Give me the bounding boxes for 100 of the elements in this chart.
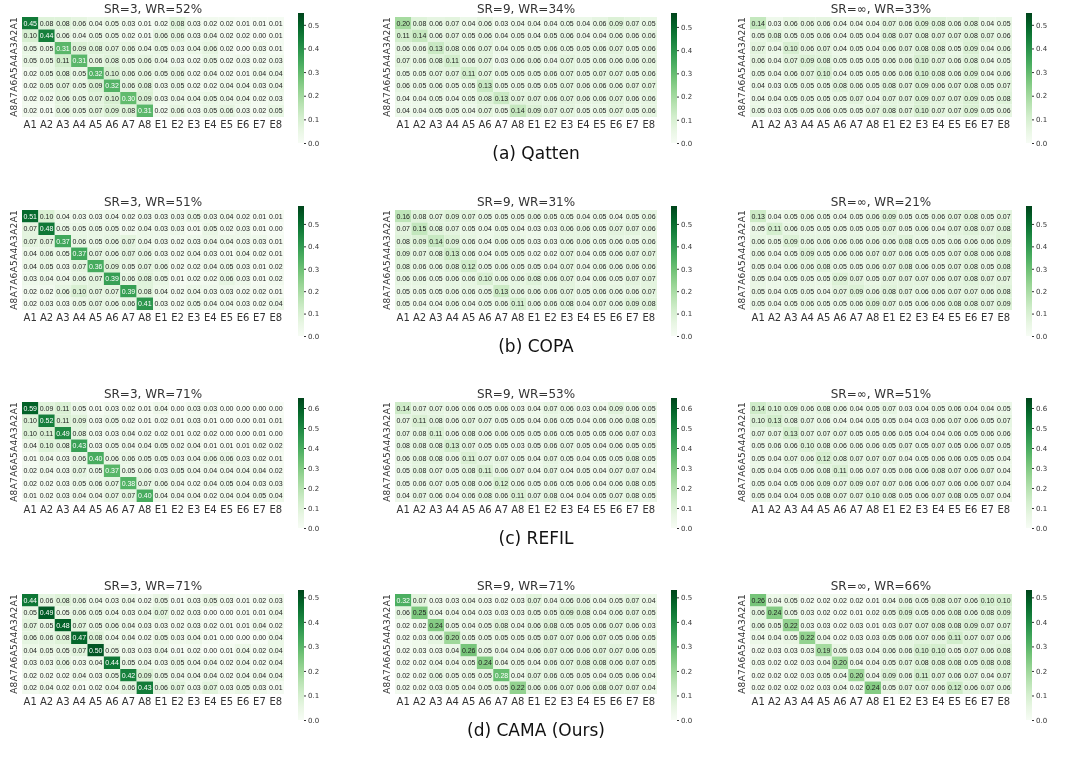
x-tick-label: E8: [642, 119, 656, 131]
x-tick-label: A4: [72, 696, 86, 708]
x-tick-label: A1: [396, 119, 410, 131]
x-tick-label: A1: [751, 504, 765, 516]
x-tick-label: E7: [253, 312, 266, 324]
x-tick-label: E3: [560, 696, 574, 708]
x-tick-label: E2: [171, 504, 184, 516]
x-tick-label: A3: [429, 312, 443, 324]
y-tick-label: A4: [737, 54, 748, 67]
y-tick-label: A7: [382, 285, 393, 298]
x-tick-label: A6: [105, 119, 119, 131]
x-tick-label: A3: [784, 504, 798, 516]
x-tick-label: E8: [997, 312, 1011, 324]
y-tick-label: A1: [9, 594, 20, 607]
x-tick-label: A8: [138, 696, 152, 708]
x-tick-label: E5: [220, 504, 234, 516]
y-tick-label: A4: [9, 247, 20, 260]
y-tick-label: A6: [9, 272, 20, 285]
x-tick-label: E7: [626, 312, 639, 324]
x-tick-label: A1: [396, 696, 410, 708]
x-tick-label: A6: [833, 696, 847, 708]
y-tick-label: A1: [382, 17, 393, 30]
x-tick-label: E5: [220, 696, 234, 708]
y-tick-label: A6: [382, 656, 393, 669]
x-tick-label: A1: [396, 312, 410, 324]
y-tick-label: A3: [382, 235, 393, 248]
x-tick-label: A7: [121, 119, 136, 131]
y-tick-label: A1: [382, 594, 393, 607]
x-tick-label: E5: [593, 119, 607, 131]
x-tick-label: A3: [56, 119, 70, 131]
y-tick-label: A2: [382, 414, 393, 427]
x-tick-label: E3: [915, 119, 929, 131]
x-tick-label: E8: [269, 504, 283, 516]
y-tick-label: A2: [737, 29, 748, 42]
x-tick-label: E8: [269, 119, 283, 131]
x-tick-label: A6: [478, 696, 492, 708]
x-tick-label: E2: [899, 312, 912, 324]
y-tick-label: A8: [382, 489, 393, 502]
x-tick-label: E6: [236, 312, 250, 324]
y-tick-label: A3: [9, 427, 20, 440]
x-tick-label: A1: [23, 312, 37, 324]
x-tick-label: A6: [478, 312, 492, 324]
x-tick-label: E7: [253, 119, 266, 131]
x-tick-label: A7: [494, 119, 509, 131]
x-tick-label: A8: [866, 312, 880, 324]
text: (a) Qatten: [492, 143, 580, 163]
x-tick-label: A3: [429, 119, 443, 131]
x-tick-label: E2: [899, 504, 912, 516]
x-tick-label: E2: [171, 696, 184, 708]
y-tick-label: A5: [9, 452, 20, 465]
y-tick-label: A5: [9, 260, 20, 273]
x-tick-label: A4: [72, 312, 86, 324]
y-tick-label: A6: [737, 272, 748, 285]
x-tick-label: E6: [609, 504, 623, 516]
chart-title: SR=9, WR=31%: [476, 195, 576, 209]
x-tick-label: A7: [121, 312, 136, 324]
x-tick-label: A1: [23, 119, 37, 131]
x-tick-label: E2: [899, 696, 912, 708]
y-tick-label: A7: [9, 285, 20, 298]
x-tick-label: A2: [412, 119, 427, 131]
y-tick-label: A7: [737, 285, 748, 298]
x-tick-label: A8: [511, 312, 525, 324]
x-tick-label: E7: [981, 312, 994, 324]
x-tick-label: A1: [23, 696, 37, 708]
x-tick-label: E6: [964, 696, 978, 708]
x-tick-label: A2: [767, 312, 782, 324]
x-tick-label: A8: [138, 504, 152, 516]
x-tick-label: A4: [800, 504, 814, 516]
x-tick-label: E2: [171, 312, 184, 324]
x-tick-label: E1: [154, 312, 168, 324]
x-tick-label: A4: [800, 696, 814, 708]
x-tick-label: E1: [527, 696, 541, 708]
x-tick-label: A5: [462, 504, 476, 516]
y-tick-label: A2: [9, 414, 20, 427]
x-tick-label: A7: [849, 504, 864, 516]
x-tick-label: A8: [866, 696, 880, 708]
y-tick-label: A3: [382, 427, 393, 440]
y-tick-label: A5: [9, 67, 20, 80]
y-tick-label: A6: [382, 464, 393, 477]
x-tick-label: E4: [576, 119, 590, 131]
x-tick-label: A7: [849, 119, 864, 131]
y-tick-label: A1: [737, 210, 748, 223]
y-tick-label: A1: [9, 402, 20, 415]
y-tick-label: A5: [9, 644, 20, 657]
x-tick-label: A6: [105, 312, 119, 324]
x-tick-label: E5: [593, 312, 607, 324]
x-tick-label: A3: [56, 504, 70, 516]
x-tick-label: A4: [445, 119, 459, 131]
x-tick-label: A1: [751, 119, 765, 131]
x-tick-label: A7: [494, 312, 509, 324]
x-tick-label: E1: [154, 119, 168, 131]
x-tick-label: A2: [39, 312, 54, 324]
x-tick-label: E6: [609, 119, 623, 131]
x-tick-label: A4: [72, 119, 86, 131]
x-tick-label: A4: [72, 504, 86, 516]
x-tick-label: A2: [412, 312, 427, 324]
x-tick-label: A4: [445, 504, 459, 516]
chart-title: SR=9, WR=71%: [476, 579, 576, 593]
y-tick-label: A4: [382, 439, 393, 452]
y-tick-label: A6: [737, 79, 748, 92]
